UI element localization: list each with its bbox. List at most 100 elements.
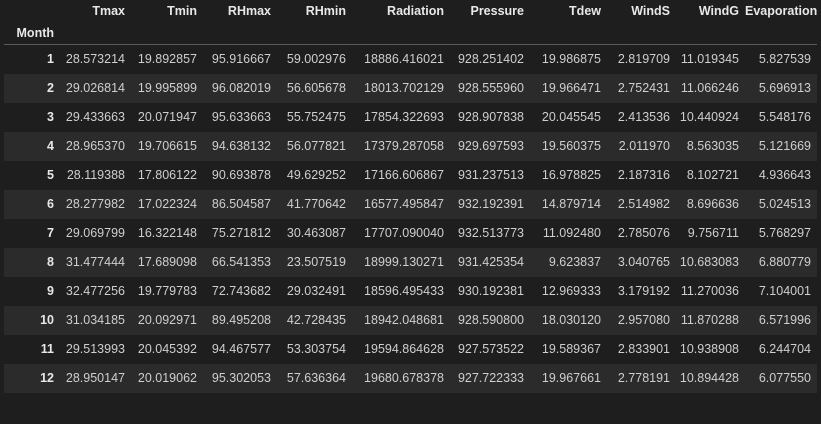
- table-row: 11 29.513993 20.045392 94.467577 53.303754 19…: [4, 335, 817, 364]
- cell-rhmin: 55.752475: [286, 110, 346, 124]
- table-row: 4 28.965370 19.706615 94.638132 56.077821 173…: [4, 131, 817, 161]
- cell-tmin: 19.995899: [137, 81, 197, 95]
- cell-windg: 11.019345: [680, 52, 739, 67]
- table-row: 1 28.573214 19.892857 95.916667 59.002976 188…: [4, 45, 817, 74]
- cell-tdew: 18.030120: [541, 313, 601, 327]
- cell-radiation: 17854.322693: [364, 110, 444, 124]
- cell-rhmin: 57.636364: [286, 371, 346, 385]
- cell-rhmax: 86.504587: [211, 197, 271, 211]
- cell-windg: 8.102721: [686, 168, 739, 182]
- cell-evaporation: 5.024513: [758, 197, 811, 211]
- cell-evaporation: 5.696913: [758, 81, 811, 95]
- cell-radiation: 19594.864628: [364, 342, 444, 356]
- column-header-tmin: Tmin: [167, 4, 197, 18]
- row-index: 7: [47, 226, 54, 240]
- cell-pressure: 928.251402: [457, 52, 524, 67]
- cell-pressure: 927.573522: [457, 342, 524, 356]
- table-row: 6 28.277982 17.022324 86.504587 41.770642 165…: [4, 189, 817, 219]
- table-header: Tmax Tmin RHmax RHmin Radiation Pressure Tdew W…: [4, 0, 817, 45]
- cell-windg: 8.696636: [686, 197, 739, 211]
- cell-tmin: 17.022324: [137, 197, 197, 211]
- cell-rhmax: 89.495208: [211, 313, 271, 327]
- cell-winds: 2.514982: [617, 197, 670, 211]
- cell-tmin: 16.322148: [137, 226, 197, 240]
- column-header-row: Tmax Tmin RHmax RHmin Radiation Pressure Tdew W…: [4, 0, 817, 22]
- cell-tmax: 31.034185: [65, 313, 125, 327]
- cell-tmax: 29.513993: [65, 342, 125, 356]
- cell-pressure: 929.697593: [457, 139, 524, 153]
- cell-tmin: 19.779783: [137, 284, 197, 298]
- cell-radiation: 17707.090040: [364, 226, 444, 240]
- dataframe-table: Tmax Tmin RHmax RHmin Radiation Pressure Tdew W…: [4, 0, 817, 393]
- cell-tdew: 19.589367: [541, 342, 601, 356]
- table-row: 3 29.433663 20.071947 95.633663 55.752475 178…: [4, 103, 817, 132]
- cell-tmax: 29.069799: [65, 226, 125, 240]
- index-name-label: Month: [16, 26, 54, 40]
- column-header-radiation: Radiation: [387, 4, 444, 18]
- index-row-blank-cell: [277, 22, 352, 45]
- cell-rhmin: 56.605678: [286, 81, 346, 95]
- cell-winds: 2.957080: [617, 313, 670, 327]
- cell-tmin: 20.071947: [137, 110, 197, 124]
- row-index: 5: [47, 168, 54, 182]
- cell-rhmin: 42.728435: [286, 313, 346, 327]
- cell-rhmax: 95.302053: [211, 371, 271, 385]
- row-index: 3: [47, 110, 54, 124]
- cell-evaporation: 5.827539: [758, 52, 811, 67]
- cell-pressure: 931.237513: [457, 168, 524, 182]
- cell-winds: 3.040765: [617, 255, 670, 269]
- cell-tmin: 17.806122: [137, 168, 197, 182]
- cell-windg: 10.894428: [679, 371, 739, 385]
- cell-rhmin: 23.507519: [286, 255, 346, 269]
- cell-pressure: 928.907838: [457, 110, 524, 124]
- cell-tdew: 12.969333: [541, 284, 601, 298]
- row-index: 8: [47, 255, 54, 269]
- cell-rhmax: 90.693878: [211, 168, 271, 182]
- header-blank-cell: [4, 0, 60, 22]
- column-header-tmax: Tmax: [92, 4, 125, 18]
- cell-rhmin: 49.629252: [286, 168, 346, 182]
- cell-rhmax: 95.633663: [211, 110, 271, 124]
- row-index: 12: [40, 371, 54, 385]
- cell-radiation: 16577.495847: [364, 197, 444, 211]
- table-row: 7 29.069799 16.322148 75.271812 30.463087 177…: [4, 219, 817, 248]
- cell-tmin: 20.019062: [137, 371, 197, 385]
- index-row-blank-cell: [203, 22, 277, 45]
- cell-evaporation: 6.880779: [758, 255, 811, 269]
- cell-tmax: 29.433663: [65, 110, 125, 124]
- cell-pressure: 930.192381: [457, 284, 524, 298]
- row-index: 1: [47, 52, 54, 67]
- index-row-blank-cell: [530, 22, 607, 45]
- cell-radiation: 18013.702129: [364, 81, 444, 95]
- cell-tmin: 19.706615: [137, 139, 197, 153]
- index-row-blank-cell: [450, 22, 530, 45]
- cell-tmin: 19.892857: [137, 52, 197, 67]
- table-row: 9 32.477256 19.779783 72.743682 29.032491 185…: [4, 277, 817, 306]
- table-row: 8 31.477444 17.689098 66.541353 23.507519 189…: [4, 247, 817, 277]
- cell-evaporation: 5.768297: [758, 226, 811, 240]
- cell-rhmin: 56.077821: [286, 139, 346, 153]
- cell-pressure: 931.425354: [457, 255, 524, 269]
- cell-rhmax: 95.916667: [211, 52, 271, 67]
- cell-radiation: 17166.606867: [364, 168, 444, 182]
- cell-winds: 2.819709: [617, 52, 670, 67]
- cell-tmax: 28.965370: [65, 139, 125, 153]
- cell-winds: 2.785076: [617, 226, 670, 240]
- column-header-pressure: Pressure: [470, 4, 524, 18]
- cell-rhmax: 94.467577: [211, 342, 271, 356]
- cell-rhmin: 59.002976: [286, 52, 346, 67]
- cell-tmax: 28.950147: [65, 371, 125, 385]
- cell-rhmin: 29.032491: [286, 284, 346, 298]
- cell-rhmax: 94.638132: [211, 139, 271, 153]
- cell-evaporation: 6.077550: [758, 371, 811, 385]
- column-header-rhmin: RHmin: [305, 4, 346, 18]
- cell-rhmax: 96.082019: [211, 81, 271, 95]
- cell-evaporation: 5.548176: [758, 110, 811, 124]
- row-index: 11: [40, 342, 54, 356]
- column-header-evaporation: Evaporation: [745, 4, 817, 18]
- table-row: 10 31.034185 20.092971 89.495208 42.728435 18…: [4, 305, 817, 335]
- cell-windg: 10.683083: [679, 255, 739, 269]
- cell-tmax: 28.573214: [65, 52, 125, 67]
- cell-radiation: 17379.287058: [364, 139, 444, 153]
- cell-tdew: 19.560375: [541, 139, 601, 153]
